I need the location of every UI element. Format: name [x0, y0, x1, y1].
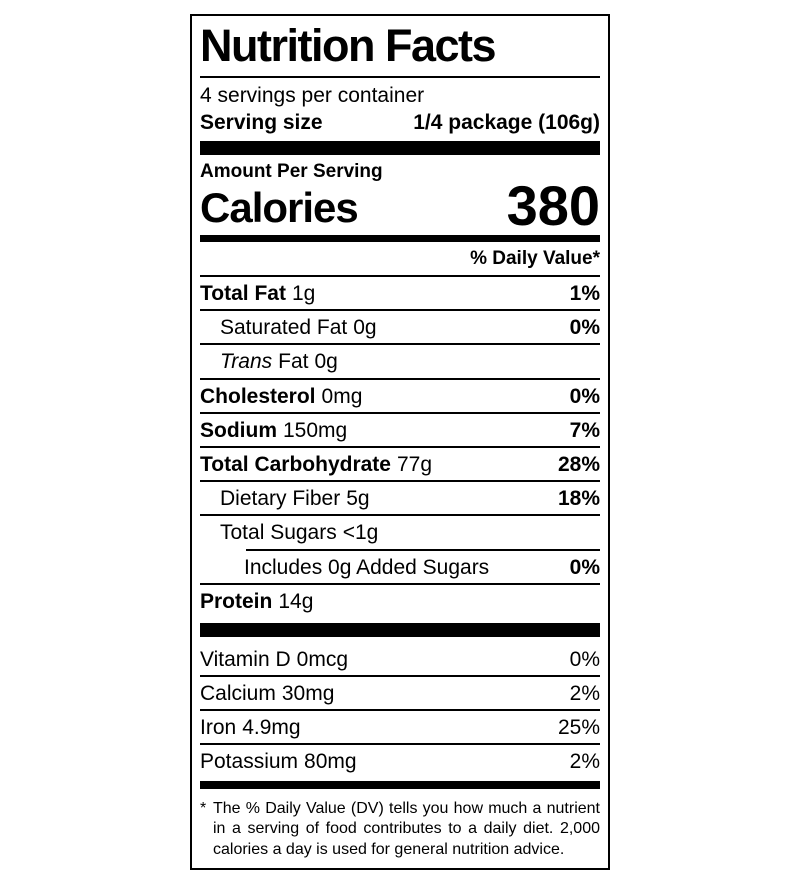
label-title: Nutrition Facts [200, 20, 497, 71]
row-iron: Iron 4.9mg 25% [200, 711, 600, 743]
row-dietary-fiber: Dietary Fiber 5g 18% [200, 482, 600, 514]
nutrient-amount: 1g [291, 282, 316, 306]
nutrient-amount: 0mg [321, 384, 363, 408]
calories-label: Calories [200, 184, 359, 232]
nutrient-dv: 1% [569, 282, 600, 306]
nutrient-dv: 25% [557, 716, 600, 740]
divider [200, 309, 600, 312]
row-total-sugars: Total Sugars <1g [200, 516, 600, 548]
nutrient-name: Protein [200, 589, 273, 613]
row-protein: Protein 14g [200, 585, 600, 617]
divider [200, 743, 600, 746]
bottom-bar [200, 780, 600, 789]
row-cholesterol: Cholesterol 0mg 0% [200, 380, 600, 412]
nutrient-name: Total Fat [200, 282, 286, 306]
row-calcium: Calcium 30mg 2% [200, 677, 600, 709]
row-vitamin-d: Vitamin D 0mcg 0% [200, 643, 600, 675]
serving-size-label: Serving size [200, 111, 323, 135]
medium-bar [200, 235, 600, 243]
nutrient-name: Fat [278, 350, 309, 374]
nutrient-dv: 28% [557, 452, 600, 476]
serving-size-row: Serving size 1/4 package (106g) [200, 110, 600, 135]
nutrient-name: Total Sugars [220, 521, 337, 545]
nutrient-dv: 0% [569, 384, 600, 408]
nutrient-name: Cholesterol [200, 384, 316, 408]
thick-bar [200, 141, 600, 156]
nutrient-amount: 14g [278, 589, 314, 613]
servings-per-container: 4 servings per container [200, 83, 425, 107]
calories-value: 380 [506, 174, 600, 238]
divider [200, 377, 600, 380]
divider-indented [246, 548, 600, 551]
nutrient-amount: 0g [353, 316, 377, 340]
divider [200, 411, 600, 414]
divider [200, 75, 600, 78]
row-sodium: Sodium 150mg 7% [200, 414, 600, 446]
nutrient-amount: 77g [396, 452, 433, 476]
nutrient-name: Total Carbohydrate [200, 452, 391, 476]
daily-value-header: % Daily Value* [470, 248, 600, 270]
nutrient-amount: 0mcg [296, 647, 349, 671]
nutrient-name: Includes 0g Added Sugars [244, 555, 490, 579]
thick-bar [200, 622, 600, 637]
nutrient-dv: 0% [569, 555, 600, 579]
row-trans-fat: Trans Fat 0g [200, 345, 600, 377]
divider [200, 480, 600, 483]
divider [200, 343, 600, 346]
nutrient-name: Vitamin D [200, 647, 291, 671]
row-saturated-fat: Saturated Fat 0g 0% [200, 311, 600, 343]
nutrient-dv: 2% [569, 682, 600, 706]
nutrient-name: Saturated Fat [220, 316, 348, 340]
row-total-fat: Total Fat 1g 1% [200, 277, 600, 309]
nutrient-name-italic: Trans [220, 350, 273, 374]
nutrient-amount: 150mg [283, 418, 348, 442]
divider [200, 275, 600, 278]
nutrient-dv: 0% [569, 647, 600, 671]
daily-value-footnote: * The % Daily Value (DV) tells you how m… [200, 795, 600, 860]
nutrient-name: Sodium [200, 418, 277, 442]
nutrient-name: Dietary Fiber [220, 487, 341, 511]
nutrient-dv: 0% [569, 316, 600, 340]
divider [200, 514, 600, 517]
row-added-sugars: Includes 0g Added Sugars 0% [200, 551, 600, 583]
nutrition-facts-label: Nutrition Facts 4 servings per container… [190, 14, 610, 870]
divider [200, 675, 600, 678]
row-potassium: Potassium 80mg 2% [200, 745, 600, 777]
nutrient-dv: 7% [569, 418, 600, 442]
row-total-carbohydrate: Total Carbohydrate 77g 28% [200, 448, 600, 480]
nutrient-amount: 30mg [281, 682, 335, 706]
nutrient-amount: 0g [314, 350, 338, 374]
divider [200, 709, 600, 712]
nutrient-name: Potassium [200, 750, 299, 774]
nutrient-amount: 5g [346, 487, 370, 511]
serving-size-value: 1/4 package (106g) [413, 111, 600, 135]
nutrient-dv: 2% [569, 750, 600, 774]
nutrient-dv: 18% [557, 487, 600, 511]
divider [200, 582, 600, 585]
footnote-text: The % Daily Value (DV) tells you how muc… [213, 799, 600, 858]
amount-per-serving-label: Amount Per Serving [200, 161, 383, 183]
divider [200, 445, 600, 448]
calories-row: Calories 380 [200, 174, 600, 238]
nutrient-amount: 4.9mg [242, 716, 301, 740]
nutrient-amount: 80mg [304, 750, 357, 774]
nutrient-name: Iron [200, 716, 237, 740]
nutrient-name: Calcium [200, 682, 276, 706]
footnote-asterisk: * [200, 799, 207, 817]
nutrient-amount: <1g [342, 521, 379, 545]
